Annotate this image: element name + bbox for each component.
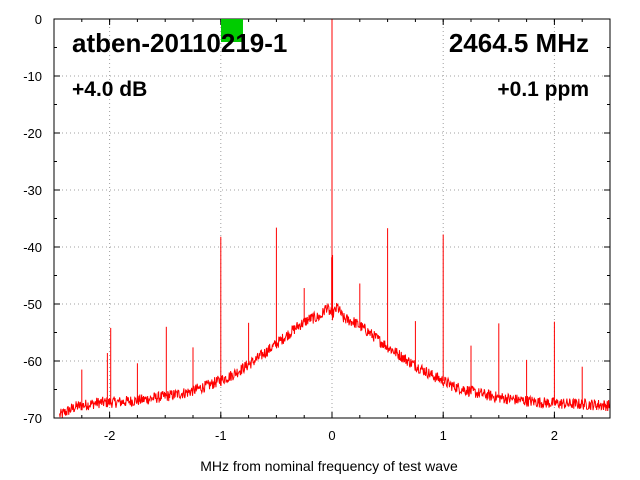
y-tick-label: -40 [23,240,42,255]
frequency-label: 2464.5 MHz [449,28,589,58]
plot-area [59,19,611,418]
gain-label: +4.0 dB [72,78,147,101]
x-tick-label: 0 [328,428,335,443]
x-tick-label: -1 [215,428,227,443]
y-tick-label: 0 [35,12,42,27]
axis-ticks: -2 -1 0 1 20-10-20-30-40-50-60-70 [23,12,611,443]
status-marker [221,19,243,42]
y-tick-label: -60 [23,354,42,369]
offset-label: +0.1 ppm [497,78,589,101]
x-tick-label: -2 [104,428,116,443]
x-tick-label: 1 [440,428,447,443]
plot-frame [53,18,611,419]
y-tick-label: -20 [23,126,42,141]
noise-floor-trace [59,302,611,418]
y-tick-label: -50 [23,297,42,312]
y-tick-label: -70 [23,411,42,426]
device-label: atben-20110219-1 [72,28,287,58]
y-tick-label: -30 [23,183,42,198]
x-tick-label: 2 [551,428,558,443]
x-axis-label: MHz from nominal frequency of test wave [200,458,458,474]
y-tick-label: -10 [23,69,42,84]
